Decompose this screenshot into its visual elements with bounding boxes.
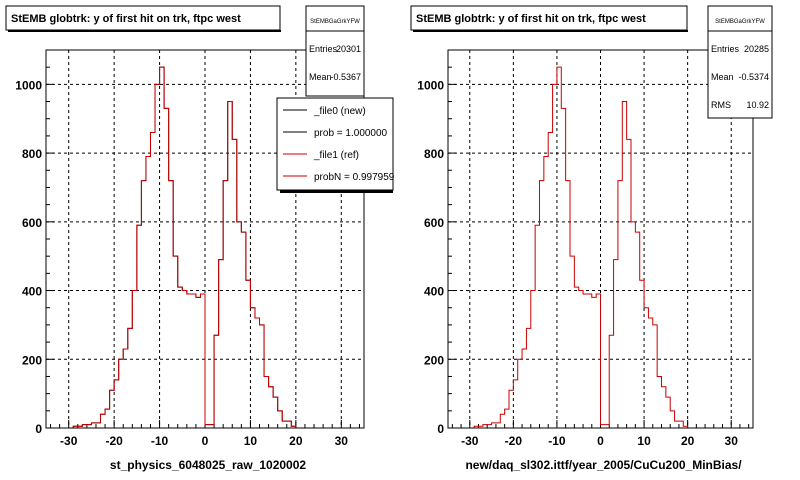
x-tick-label: -20 — [105, 434, 123, 448]
chart-title: StEMB globtrk: y of first hit on trk, ft… — [11, 13, 241, 25]
x-tick-label: -30 — [461, 434, 479, 448]
legend-box — [276, 97, 394, 191]
legend-entry: prob = 1.000000 — [314, 128, 388, 139]
x-tick-label: -10 — [548, 434, 566, 448]
histogram-panel-2: -30 -20 -10 0 10 20 30 0 200 400 600 800 1000 new/daq… — [410, 5, 773, 472]
x-tick-label: 10 — [637, 434, 651, 448]
x-axis-label: st_physics_6048025_raw_1020002 — [110, 458, 306, 472]
y-tick-label: 800 — [424, 147, 444, 161]
stats-entries-value: 20301 — [336, 44, 361, 54]
plot-frame — [45, 49, 365, 429]
x-tick-label: 20 — [289, 434, 303, 448]
stats-mean-value: -0.5374 — [738, 72, 769, 82]
y-tick-label: 1000 — [15, 78, 42, 92]
x-tick-label: 20 — [681, 434, 695, 448]
stats-mean-label: Mean — [309, 72, 332, 82]
y-tick-label: 400 — [22, 285, 42, 299]
y-tick-label: 200 — [22, 353, 42, 367]
y-tick-label: 1000 — [417, 78, 444, 92]
x-tick-label: 10 — [244, 434, 258, 448]
y-tick-label: 600 — [22, 216, 42, 230]
plot-frame — [447, 49, 754, 429]
stats-rms-label: RMS — [711, 100, 731, 110]
legend-entry: _file0 (new) — [313, 106, 366, 117]
histogram-series-2 — [46, 66, 364, 429]
legend: _file0 (new) prob = 1.000000 _file1 (ref) p… — [276, 97, 395, 193]
stats-box — [305, 5, 365, 97]
y-tick-label: 600 — [424, 216, 444, 230]
y-tick-label: 800 — [22, 147, 42, 161]
x-tick-label: 0 — [202, 434, 209, 448]
x-tick-label: -30 — [60, 434, 78, 448]
stats-name: StEMBGaGrkYFW — [715, 19, 765, 25]
title-box — [5, 5, 281, 31]
title-box — [410, 5, 688, 31]
x-tick-label: -20 — [505, 434, 523, 448]
stats-entries-label: Entries — [711, 44, 740, 54]
x-tick-label: -10 — [151, 434, 169, 448]
legend-entry: probN = 0.997959 — [314, 172, 395, 183]
stats-name: StEMBGaGrkYFW — [310, 19, 360, 25]
legend-shadow — [280, 190, 393, 193]
x-tick-label: 30 — [725, 434, 739, 448]
y-tick-label: 0 — [35, 422, 42, 436]
x-axis-label: new/daq_sl302.ittf/year_2005/CuCu200_Min… — [465, 458, 742, 472]
stats-entries-value: 20285 — [744, 44, 769, 54]
stats-box — [707, 5, 773, 119]
x-tick-label: 30 — [335, 434, 349, 448]
histogram-panel-1: -30 -20 -10 0 10 20 30 0 200 400 600 800 1000 st_phys… — [5, 5, 395, 472]
stats-mean-label: Mean — [711, 72, 734, 82]
y-tick-label: 0 — [437, 422, 444, 436]
stats-mean-value: -0.5367 — [330, 72, 361, 82]
y-tick-label: 200 — [424, 353, 444, 367]
histogram-series-1 — [448, 66, 753, 429]
stats-rms-value: 10.92 — [746, 100, 769, 110]
x-tick-label: 0 — [597, 434, 604, 448]
legend-entry: _file1 (ref) — [313, 150, 359, 161]
chart-title: StEMB globtrk: y of first hit on trk, ft… — [416, 13, 646, 25]
stats-entries-label: Entries — [309, 44, 338, 54]
y-tick-label: 400 — [424, 285, 444, 299]
